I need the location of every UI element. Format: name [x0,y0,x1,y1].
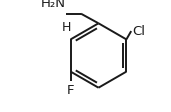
Text: Cl: Cl [132,24,145,37]
Text: H₂N: H₂N [41,0,66,10]
Text: H: H [62,21,71,34]
Text: F: F [67,83,74,96]
